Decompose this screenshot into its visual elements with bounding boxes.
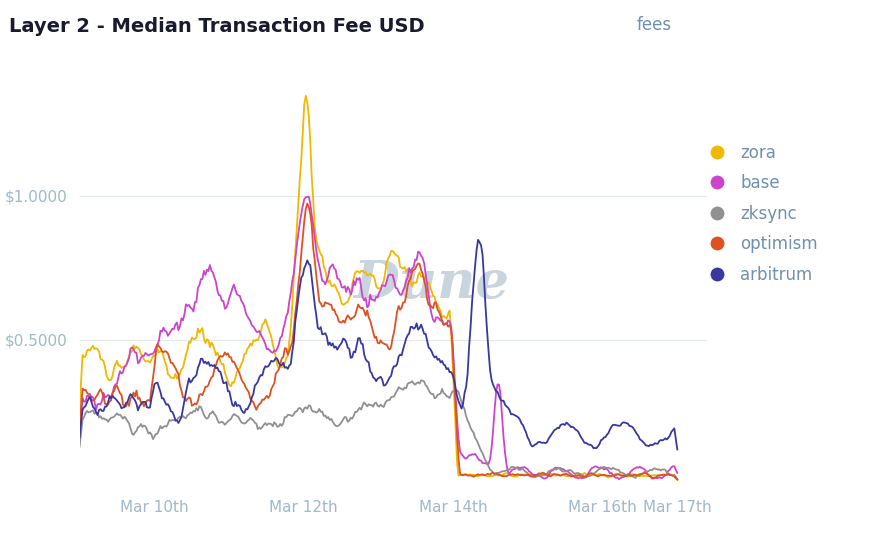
Legend: zora, base, zksync, optimism, arbitrum: zora, base, zksync, optimism, arbitrum: [693, 137, 825, 290]
Text: Dune: Dune: [353, 258, 509, 309]
Text: fees: fees: [636, 16, 672, 35]
Text: Layer 2 - Median Transaction Fee USD: Layer 2 - Median Transaction Fee USD: [9, 16, 424, 36]
